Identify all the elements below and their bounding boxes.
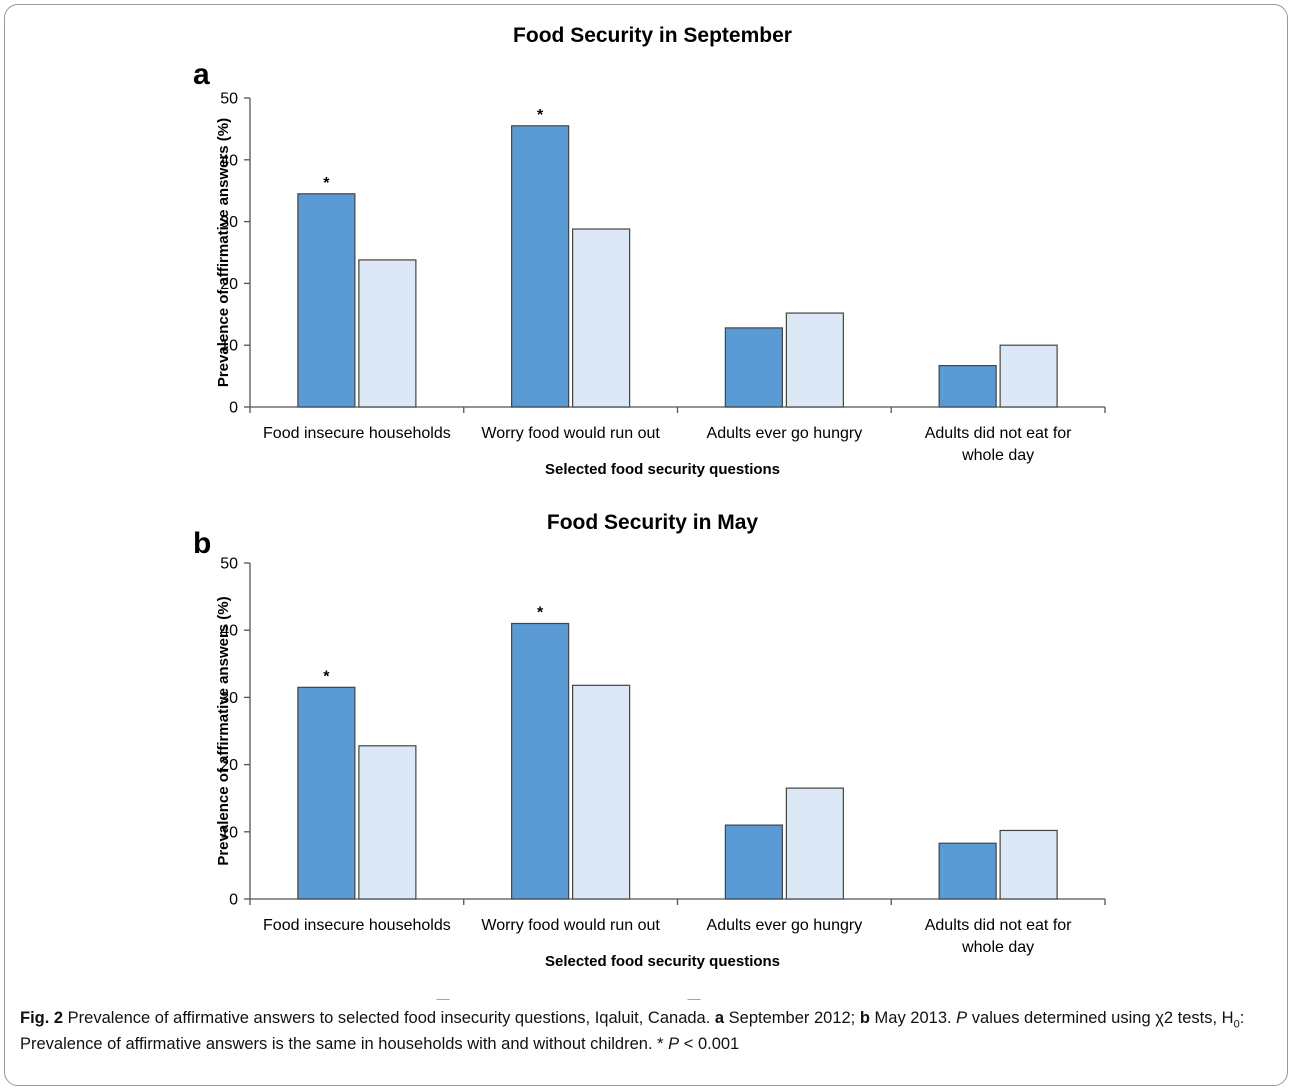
caption-panel-b: b xyxy=(859,1009,870,1027)
legend-label-1: Households with children xyxy=(453,998,620,1000)
panel-a-bar-series-2 xyxy=(572,228,631,408)
panel-a-category-label: Adults did not eat for xyxy=(925,425,1072,442)
panel-b-bar-series-1 xyxy=(297,686,356,900)
panel-b-category-label: Worry food would run out xyxy=(481,917,660,934)
caption-p-symbol: P xyxy=(956,1009,968,1027)
panel-a-bar-series-1 xyxy=(511,125,570,408)
caption-text-6: < 0.001 xyxy=(679,1035,740,1053)
panel-b-bar-series-1 xyxy=(938,842,997,900)
panel-b-category-label: Adults ever go hungry xyxy=(707,917,863,934)
panel-b-bar-series-2 xyxy=(572,684,631,900)
figure-caption: Fig. 2 Prevalence of affirmative answers… xyxy=(20,1005,1270,1057)
panel-b-category-label: whole day xyxy=(961,939,1034,956)
panel-b-category-label: Adults did not eat for xyxy=(925,917,1072,934)
panel-b-bar-series-2 xyxy=(785,787,844,900)
panel-a-bar-series-1 xyxy=(297,193,356,408)
caption-text-4: values determined using χ2 tests, H xyxy=(967,1009,1234,1027)
panel-b-y-tick-label: 30 xyxy=(220,690,238,707)
panel-b-bar-series-2 xyxy=(358,745,417,900)
panel-a-significance-marker: * xyxy=(537,107,544,124)
panel-b-y-axis-label: Prevalence of affirmative answers (%) xyxy=(215,596,232,865)
panel-b-y-tick-label: 20 xyxy=(220,757,238,774)
panel-a-significance-marker: * xyxy=(323,175,330,192)
panel-b-panel-label: b xyxy=(193,527,211,560)
panel-a-y-tick-label: 0 xyxy=(229,400,238,417)
caption-text-1: Prevalence of affirmative answers to sel… xyxy=(63,1009,715,1027)
panel-b-y-tick-label: 40 xyxy=(220,623,238,640)
panel-b-y-tick-label: 10 xyxy=(220,824,238,841)
panel-a-bar-series-1 xyxy=(938,364,997,408)
panel-a-y-tick-label: 50 xyxy=(220,91,238,108)
panel-b-significance-marker: * xyxy=(537,604,544,621)
figure-frame xyxy=(4,4,1288,1086)
panel-a-category-label: whole day xyxy=(961,447,1034,464)
panel-b-title: Food Security in May xyxy=(547,511,759,534)
panel-a-category-label: Adults ever go hungry xyxy=(707,425,863,442)
panel-a-y-tick-label: 30 xyxy=(220,214,238,231)
panel-a-category-label: Worry food would run out xyxy=(481,425,660,442)
panel-a-x-axis-label: Selected food security questions xyxy=(545,461,780,478)
legend-label-2: Households without children xyxy=(704,998,892,1000)
panel-a-panel-label: a xyxy=(193,58,210,91)
panel-a-title: Food Security in September xyxy=(513,24,792,47)
figure-charts: Food Security in September a 0 10 20 30 40 50 Pr… xyxy=(193,24,1106,1000)
panel-b-bar-series-1 xyxy=(724,824,783,900)
panel-b-y-tick-label: 0 xyxy=(229,892,238,909)
panel-a-bar-series-1 xyxy=(724,327,783,408)
caption-text-5: : Prevalence of affirmative answers is t… xyxy=(20,1009,1245,1053)
panel-a-y-tick-label: 20 xyxy=(220,276,238,293)
caption-text-3: May 2013. xyxy=(869,1009,957,1027)
panel-b-category-label: Food insecure households xyxy=(263,917,451,934)
panel-a-bar-series-2 xyxy=(999,344,1058,408)
panel-b-x-axis-label: Selected food security questions xyxy=(545,953,780,970)
panel-a-bar-series-2 xyxy=(785,312,844,408)
panel-b-significance-marker: * xyxy=(323,668,330,685)
panel-a-y-tick-label: 40 xyxy=(220,152,238,169)
panel-b-bar-series-1 xyxy=(511,622,570,900)
caption-panel-a: a xyxy=(714,1009,725,1027)
caption-fig-label: Fig. 2 xyxy=(20,1009,64,1027)
caption-subscript: 0 xyxy=(1233,1018,1240,1031)
panel-a-y-tick-label: 10 xyxy=(220,338,238,355)
panel-a-category-label: Food insecure households xyxy=(263,425,451,442)
panel-a-y-axis-label: Prevalence of affirmative answers (%) xyxy=(215,118,232,387)
caption-p-symbol-2: P xyxy=(668,1035,680,1053)
panel-b-bar-series-2 xyxy=(999,829,1058,900)
panel-b-y-tick-label: 50 xyxy=(220,556,238,573)
caption-text-2: September 2012; xyxy=(724,1009,860,1027)
panel-a-bar-series-2 xyxy=(358,259,417,408)
